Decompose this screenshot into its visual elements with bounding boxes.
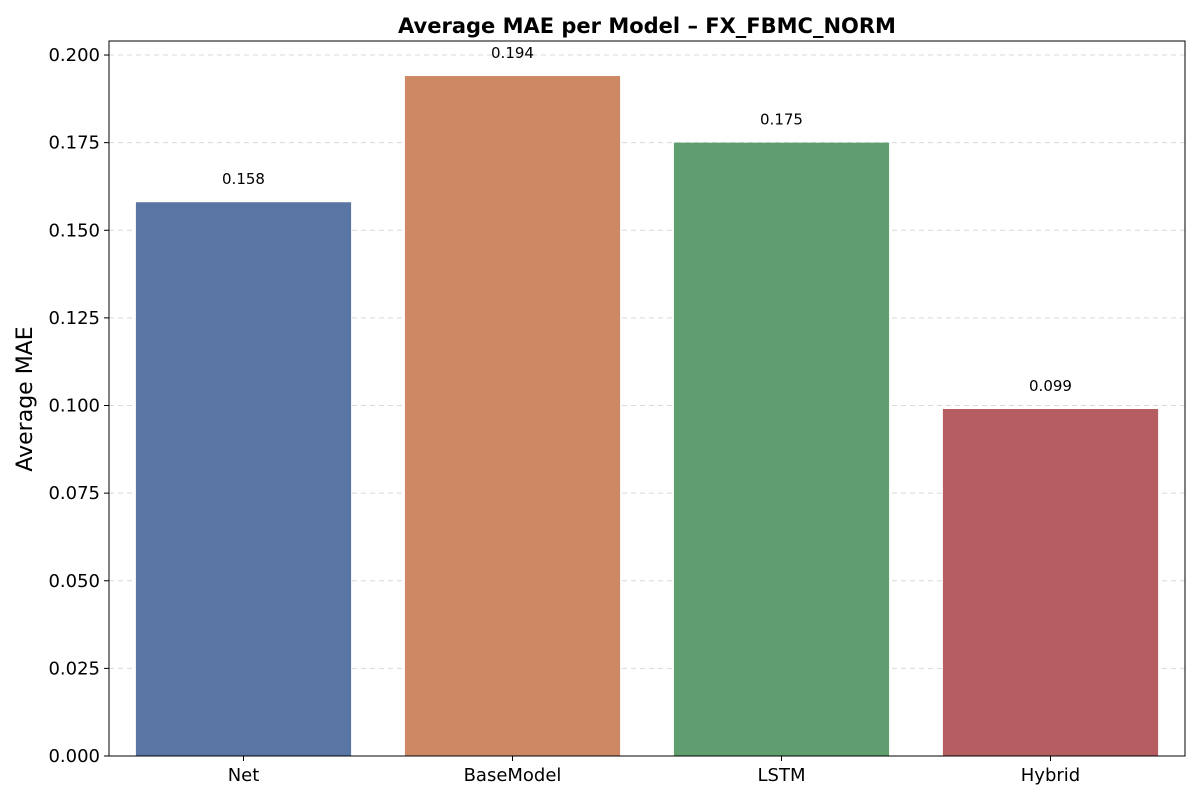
plot-frame xyxy=(108,40,1186,757)
x-tick-label: LSTM xyxy=(758,765,806,786)
chart-title: Average MAE per Model – FX_FBMC_NORM xyxy=(398,14,896,38)
x-tick-label: Hybrid xyxy=(1021,765,1080,786)
data-label: 0.099 xyxy=(1029,377,1072,395)
y-tick-label: 0.125 xyxy=(48,308,100,329)
x-tick-label: Net xyxy=(228,765,260,786)
y-tick-label: 0.175 xyxy=(48,133,100,154)
y-tick-label: 0.000 xyxy=(48,746,100,767)
y-tick-label: 0.150 xyxy=(48,220,100,241)
y-axis-label: Average MAE xyxy=(13,326,38,471)
bar-basemodel xyxy=(404,76,621,757)
y-tick-label: 0.100 xyxy=(48,396,100,417)
data-labels: 0.158 0.194 0.175 0.099 xyxy=(222,44,1072,395)
x-tick-label: BaseModel xyxy=(464,765,562,786)
data-label: 0.158 xyxy=(222,170,265,188)
y-tick-label: 0.200 xyxy=(48,45,100,66)
y-tick-label: 0.075 xyxy=(48,483,100,504)
data-label: 0.194 xyxy=(491,44,534,62)
bar-lstm xyxy=(673,142,890,756)
bar-hybrid xyxy=(942,409,1159,756)
data-label: 0.175 xyxy=(760,111,803,129)
y-tick-label: 0.050 xyxy=(48,571,100,592)
bar-net xyxy=(135,202,352,757)
y-axis-ticks: 0.000 0.025 0.050 0.075 0.100 0.125 0.150 0.175… xyxy=(48,45,109,767)
bars xyxy=(135,76,1159,757)
x-axis-ticks: Net BaseModel LSTM Hybrid xyxy=(228,756,1080,786)
y-tick-label: 0.025 xyxy=(48,658,100,679)
